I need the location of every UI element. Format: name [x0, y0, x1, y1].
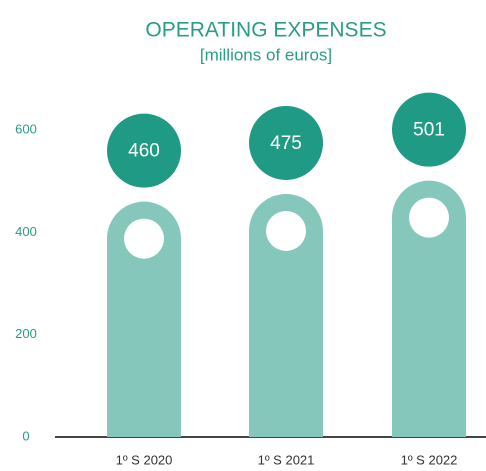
x-tick-label: 1º S 2021	[258, 452, 315, 467]
y-tick-label: 400	[15, 224, 37, 239]
y-tick-label: 0	[22, 428, 29, 443]
bar-dot	[409, 197, 449, 238]
bar	[107, 201, 181, 437]
x-tick-label: 1º S 2020	[116, 452, 173, 467]
bar-dot	[124, 218, 164, 259]
bar	[249, 193, 323, 437]
x-tick-label: 1º S 2022	[401, 452, 458, 467]
bar-dot	[266, 210, 306, 251]
value-badge	[392, 92, 466, 167]
y-tick-label: 200	[15, 326, 37, 341]
chart-subtitle: [millions of euros]	[200, 45, 332, 64]
y-tick-label: 600	[15, 121, 37, 136]
value-label: 475	[270, 133, 302, 154]
value-badge	[249, 105, 323, 180]
value-label: 501	[413, 120, 445, 141]
value-label: 460	[128, 141, 160, 162]
chart-title: OPERATING EXPENSES	[145, 19, 386, 42]
value-badge	[107, 113, 181, 188]
bar	[392, 180, 466, 437]
